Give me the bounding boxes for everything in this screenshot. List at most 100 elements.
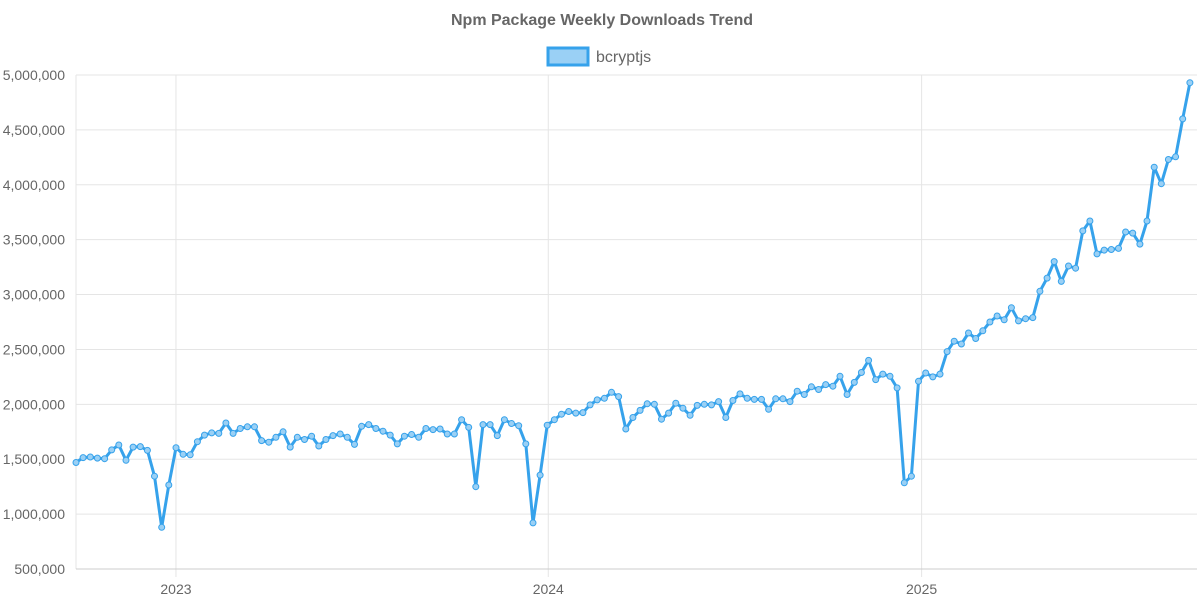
x-axis: 2023 2024 2025 [160,581,937,597]
data-point [615,393,623,401]
data-point [1164,156,1172,163]
data-point [686,411,694,419]
chart-title: Npm Package Weekly Downloads Trend [451,12,753,29]
data-point [115,441,123,449]
data-point [465,423,473,431]
data-point [886,372,894,380]
data-point [172,444,180,452]
data-point [429,426,437,434]
data-point [1107,246,1115,253]
data-point [386,431,394,439]
data-point [865,356,873,364]
data-point [1150,163,1158,171]
data-point [1115,244,1122,252]
data-point [822,381,830,389]
data-point [86,453,94,461]
data-point [151,472,158,480]
data-point [315,442,323,450]
data-point [129,443,137,451]
data-point [729,397,737,404]
data-point [1179,115,1187,123]
data-point [1157,180,1165,188]
y-tick-label: 3,500,000 [3,232,65,248]
data-point [579,409,587,417]
data-point [372,425,380,432]
data-point [122,456,130,464]
y-tick-label: 2,500,000 [3,341,65,357]
data-point [1136,240,1144,248]
data-point [308,432,316,440]
data-point [836,372,844,380]
data-point [793,387,801,395]
data-point [743,394,751,402]
data-point [786,398,794,406]
y-axis: 500,000 1,000,000 1,500,000 2,000,000 2,500,… [3,67,66,577]
data-point [900,479,908,487]
data-point [400,432,408,440]
data-point [943,348,951,356]
data-point [1000,316,1008,324]
data-point [93,454,101,462]
data-point [1043,274,1051,282]
data-point [1129,229,1137,237]
data-point [679,404,687,412]
y-tick-label: 500,000 [14,561,65,577]
data-point [658,415,665,423]
data-point [343,433,351,441]
data-point [843,391,851,398]
series-line [75,82,1192,529]
data-point [279,428,287,436]
data-point [493,432,501,440]
data-point [807,383,815,391]
data-point [193,438,201,446]
data-point [243,423,251,431]
data-point [436,425,444,433]
data-point [550,416,558,424]
data-point [650,400,658,408]
data-point [529,519,537,527]
data-point [1072,264,1080,272]
data-point [486,421,494,429]
data-point [265,438,273,446]
data-point [693,401,701,409]
data-point [850,378,858,386]
legend-label: bcryptjs [596,49,651,66]
data-point [929,373,937,381]
data-point [893,384,901,392]
data-point [1093,250,1101,258]
data-point [643,400,651,408]
data-point [515,422,523,430]
y-tick-label: 1,000,000 [3,506,65,522]
data-point [608,388,615,396]
data-point [558,410,565,418]
data-point [593,396,601,404]
data-point [351,440,358,448]
data-point [986,318,994,326]
x-tick-label: 2023 [160,581,191,597]
y-tick-label: 4,000,000 [3,177,65,193]
data-point [286,443,294,451]
data-point [1015,317,1022,325]
data-point [800,391,808,398]
data-point [1186,79,1194,87]
data-point [779,395,787,403]
data-point [972,335,980,342]
data-point [108,446,116,454]
data-point [522,440,530,448]
data-point [258,437,266,445]
data-point [829,382,837,390]
data-point [443,430,451,438]
data-point [915,377,922,385]
data-point [1122,228,1130,236]
data-point [336,430,344,438]
data-point [758,395,765,403]
data-point [1086,217,1094,225]
data-point [201,431,208,439]
data-point [1057,277,1065,285]
data-point [479,421,487,429]
data-point [736,390,744,398]
data-point [236,425,244,432]
data-point [101,455,109,463]
data-point [700,400,708,408]
legend[interactable]: bcryptjs [546,46,651,67]
